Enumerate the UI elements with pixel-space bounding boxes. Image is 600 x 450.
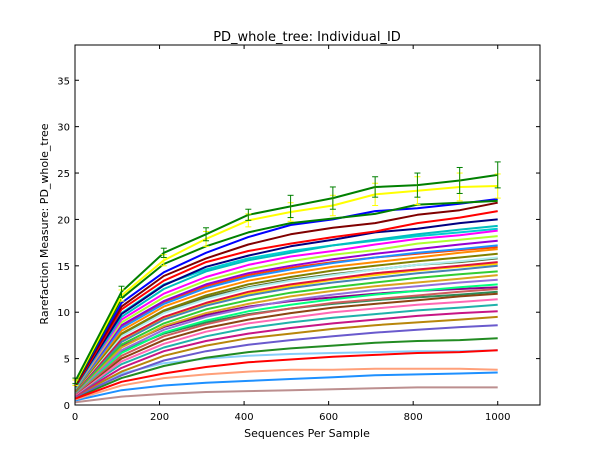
series-line-5	[74, 201, 498, 387]
x-tick-label: 800	[404, 412, 423, 423]
series-line-19	[74, 274, 498, 393]
error-bar	[245, 208, 252, 221]
series-line-25	[74, 303, 498, 396]
series-line-8	[74, 224, 498, 388]
error-bar	[287, 194, 294, 219]
error-bar	[329, 186, 336, 210]
series-line-6	[74, 210, 498, 387]
error-bar	[456, 166, 463, 194]
series-line-30	[75, 337, 498, 399]
error-bar	[414, 172, 421, 198]
errorbar-layer	[72, 161, 501, 387]
series-line-9	[74, 229, 498, 388]
error-bar	[203, 227, 210, 242]
y-tick-label: 25	[57, 169, 70, 180]
plot-frame	[74, 44, 541, 406]
y-tick-label: 20	[57, 215, 70, 226]
x-tick-label: 400	[235, 412, 254, 423]
series-line-34	[74, 349, 498, 398]
series-line-22	[74, 288, 498, 395]
series-line-11	[74, 239, 498, 389]
y-tick-label: 5	[64, 355, 70, 366]
y-tick-label: 30	[57, 123, 70, 134]
series-line-23	[74, 292, 498, 395]
series-line-17	[74, 264, 498, 392]
error-bar	[118, 285, 125, 298]
series-line-12	[74, 244, 498, 390]
series-line-21	[74, 283, 498, 394]
series-line-16	[74, 261, 498, 392]
x-tick-label: 200	[150, 412, 169, 423]
y-tick-label: 0	[64, 401, 70, 412]
series-line-31	[75, 367, 498, 401]
series-line-3	[74, 199, 498, 385]
series-layer	[74, 173, 498, 404]
series-line-14	[74, 252, 498, 391]
y-tick-label: 10	[57, 308, 70, 319]
x-tick-label: 0	[72, 412, 78, 423]
error-bar	[372, 176, 379, 198]
series-line-4	[74, 198, 498, 385]
y-tick-label: 15	[57, 262, 70, 273]
series-line-29	[75, 349, 498, 400]
series-line-13	[74, 248, 498, 390]
series-line-32	[75, 371, 498, 402]
series-line-27	[74, 315, 498, 397]
x-axis-title: Sequences Per Sample	[244, 427, 370, 440]
series-line-28	[74, 324, 498, 398]
series-line-18	[74, 270, 498, 393]
series-line-26	[74, 310, 498, 397]
y-axis-title: Rarefaction Measure: PD_whole_tree	[38, 123, 51, 324]
error-bar	[494, 161, 501, 189]
x-tick-label: 600	[319, 412, 338, 423]
series-line-20	[74, 278, 498, 394]
x-tick-label: 1000	[485, 412, 510, 423]
series-line-10	[74, 235, 498, 389]
y-tick-label: 35	[57, 76, 70, 87]
series-line-24	[74, 298, 498, 396]
series-line-15	[74, 256, 498, 391]
series-line-33	[75, 386, 498, 404]
chart-title: PD_whole_tree: Individual_ID	[213, 30, 401, 45]
series-line-7	[74, 218, 498, 387]
error-bar	[160, 247, 167, 258]
